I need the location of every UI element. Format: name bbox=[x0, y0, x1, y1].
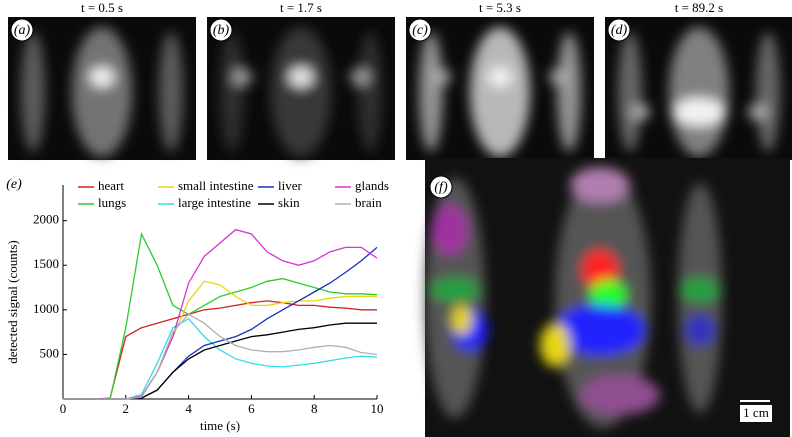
signal-spot bbox=[673, 98, 725, 126]
signal-spot bbox=[452, 305, 472, 335]
legend-label: glands bbox=[355, 178, 389, 193]
signal-spot bbox=[570, 167, 630, 203]
scale-bar-label: 1 cm bbox=[743, 405, 769, 420]
panel-label-circle bbox=[607, 18, 631, 42]
signal-spot bbox=[590, 280, 626, 310]
legend-label: large intestine bbox=[178, 195, 251, 210]
panel-label: (b) bbox=[213, 23, 230, 38]
panel-label-circle bbox=[408, 18, 432, 42]
mouse-image bbox=[618, 27, 780, 157]
mouse-side bbox=[159, 32, 183, 152]
mouse-side bbox=[419, 32, 443, 152]
mouse-side bbox=[220, 32, 244, 152]
y-axis-label: detected signal (counts) bbox=[5, 240, 20, 363]
signal-spot bbox=[350, 69, 370, 85]
signal-spot bbox=[432, 205, 468, 255]
mouse-image bbox=[419, 27, 581, 157]
mouse-image bbox=[21, 27, 183, 157]
signal-spot bbox=[488, 67, 512, 87]
panel-title: t = 5.3 s bbox=[479, 0, 521, 15]
panel-label: (e) bbox=[6, 177, 22, 192]
data-line bbox=[63, 317, 378, 400]
signal-spot bbox=[430, 278, 480, 302]
panel-label: (d) bbox=[611, 23, 628, 38]
x-tick-label: 6 bbox=[248, 401, 255, 416]
mouse-side bbox=[756, 32, 780, 152]
panel-title: t = 0.5 s bbox=[81, 0, 123, 15]
signal-spot bbox=[555, 305, 645, 355]
x-axis-label: time (s) bbox=[200, 418, 240, 433]
signal-spot bbox=[680, 278, 720, 302]
panel-label: (c) bbox=[412, 23, 428, 38]
panel-label: (f) bbox=[434, 180, 448, 195]
mouse-side bbox=[618, 32, 642, 152]
mouse-side bbox=[21, 32, 45, 152]
data-line bbox=[63, 231, 378, 400]
signal-spot bbox=[289, 67, 313, 87]
x-tick-label: 8 bbox=[311, 401, 318, 416]
signal-spot bbox=[232, 69, 252, 85]
y-tick-label: 1000 bbox=[33, 301, 59, 316]
mouse-body bbox=[470, 27, 530, 157]
signal-spot bbox=[431, 69, 451, 85]
mouse-image bbox=[220, 27, 382, 157]
legend-label: brain bbox=[355, 195, 382, 210]
scale-bar-box bbox=[740, 405, 772, 422]
panel-label-circle bbox=[209, 18, 233, 42]
mouse-side bbox=[557, 32, 581, 152]
data-line bbox=[63, 246, 378, 400]
y-tick-label: 2000 bbox=[33, 212, 59, 227]
legend-label: lungs bbox=[98, 195, 126, 210]
signal-spot bbox=[582, 250, 618, 290]
x-tick-label: 0 bbox=[60, 401, 67, 416]
panel-label-circle bbox=[429, 175, 453, 199]
data-line bbox=[63, 280, 377, 400]
x-tick-label: 4 bbox=[185, 401, 192, 416]
signal-spot bbox=[630, 104, 650, 120]
signal-spot bbox=[580, 375, 660, 415]
signal-spot bbox=[549, 69, 569, 85]
x-tick-label: 2 bbox=[123, 401, 130, 416]
signal-spot bbox=[685, 315, 715, 345]
mouse-body bbox=[72, 27, 132, 157]
legend-label: small intestine bbox=[178, 178, 254, 193]
composite-image bbox=[425, 167, 722, 428]
panel-label-circle bbox=[10, 18, 34, 42]
signal-spot bbox=[748, 104, 768, 120]
mouse-side bbox=[358, 32, 382, 152]
signal-spot bbox=[90, 67, 114, 87]
panel-title: t = 89.2 s bbox=[675, 0, 724, 15]
panel-title: t = 1.7 s bbox=[280, 0, 322, 15]
y-tick-label: 500 bbox=[40, 345, 60, 360]
legend-label: skin bbox=[278, 195, 300, 210]
y-tick-label: 1500 bbox=[33, 256, 59, 271]
data-line bbox=[63, 228, 378, 400]
legend-label: liver bbox=[278, 178, 302, 193]
data-line bbox=[63, 313, 378, 400]
mouse-body bbox=[271, 27, 331, 157]
legend-label: heart bbox=[98, 178, 124, 193]
signal-spot bbox=[540, 323, 570, 367]
mouse-body bbox=[669, 27, 729, 157]
x-tick-label: 10 bbox=[371, 401, 384, 416]
panel-label: (a) bbox=[14, 23, 31, 38]
